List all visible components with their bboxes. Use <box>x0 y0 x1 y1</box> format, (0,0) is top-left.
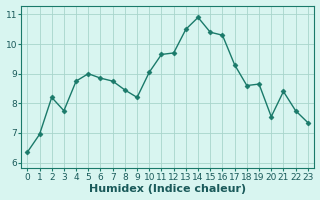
X-axis label: Humidex (Indice chaleur): Humidex (Indice chaleur) <box>89 184 246 194</box>
